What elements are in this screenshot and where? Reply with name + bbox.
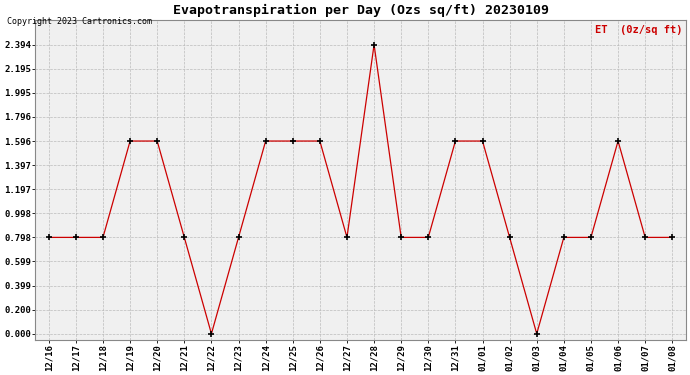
ET  (0z/sq ft): [343, 235, 351, 240]
ET  (0z/sq ft): [153, 139, 161, 143]
ET  (0z/sq ft): [533, 332, 541, 336]
ET  (0z/sq ft): [424, 235, 433, 240]
ET  (0z/sq ft): [506, 235, 514, 240]
ET  (0z/sq ft): [668, 235, 676, 240]
ET  (0z/sq ft): [614, 139, 622, 143]
Text: Copyright 2023 Cartronics.com: Copyright 2023 Cartronics.com: [7, 17, 152, 26]
ET  (0z/sq ft): [180, 235, 188, 240]
ET  (0z/sq ft): [478, 139, 486, 143]
ET  (0z/sq ft): [370, 42, 378, 47]
ET  (0z/sq ft): [288, 139, 297, 143]
Title: Evapotranspiration per Day (Ozs sq/ft) 20230109: Evapotranspiration per Day (Ozs sq/ft) 2…: [172, 4, 549, 17]
ET  (0z/sq ft): [45, 235, 53, 240]
Line: ET  (0z/sq ft): ET (0z/sq ft): [46, 42, 675, 336]
ET  (0z/sq ft): [560, 235, 568, 240]
ET  (0z/sq ft): [207, 332, 215, 336]
ET  (0z/sq ft): [586, 235, 595, 240]
ET  (0z/sq ft): [99, 235, 107, 240]
ET  (0z/sq ft): [397, 235, 405, 240]
ET  (0z/sq ft): [126, 139, 135, 143]
ET  (0z/sq ft): [235, 235, 243, 240]
ET  (0z/sq ft): [641, 235, 649, 240]
Text: ET  (0z/sq ft): ET (0z/sq ft): [595, 25, 682, 34]
ET  (0z/sq ft): [316, 139, 324, 143]
ET  (0z/sq ft): [262, 139, 270, 143]
ET  (0z/sq ft): [72, 235, 80, 240]
ET  (0z/sq ft): [451, 139, 460, 143]
